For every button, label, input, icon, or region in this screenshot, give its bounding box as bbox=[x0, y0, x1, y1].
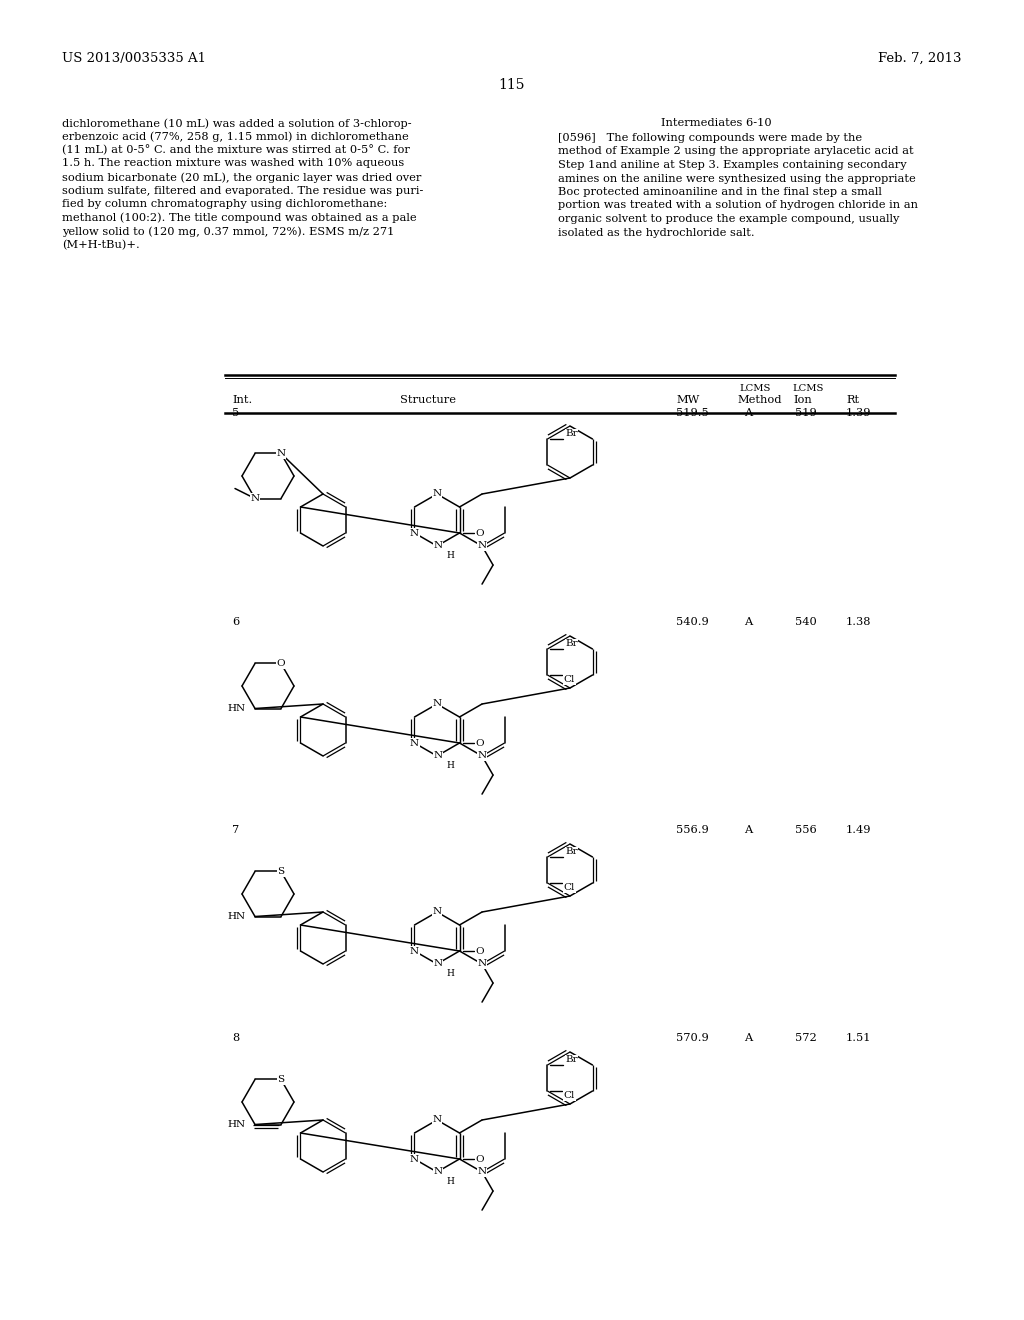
Text: HN: HN bbox=[228, 912, 246, 921]
Text: 556.9: 556.9 bbox=[676, 825, 709, 836]
Text: Int.: Int. bbox=[232, 395, 252, 405]
Text: yellow solid to (120 mg, 0.37 mmol, 72%). ESMS m/z 271: yellow solid to (120 mg, 0.37 mmol, 72%)… bbox=[62, 226, 394, 236]
Text: 5: 5 bbox=[232, 408, 240, 418]
Text: A: A bbox=[744, 408, 753, 418]
Text: MW: MW bbox=[676, 395, 699, 405]
Text: 1.51: 1.51 bbox=[846, 1034, 871, 1043]
Text: Cl: Cl bbox=[564, 883, 575, 892]
Text: isolated as the hydrochloride salt.: isolated as the hydrochloride salt. bbox=[558, 227, 755, 238]
Text: 7: 7 bbox=[232, 825, 240, 836]
Text: portion was treated with a solution of hydrogen chloride in an: portion was treated with a solution of h… bbox=[558, 201, 918, 210]
Text: Boc protected aminoaniline and in the final step a small: Boc protected aminoaniline and in the fi… bbox=[558, 187, 882, 197]
Text: H: H bbox=[446, 969, 454, 978]
Text: Feb. 7, 2013: Feb. 7, 2013 bbox=[879, 51, 962, 65]
Text: fied by column chromatography using dichloromethane:: fied by column chromatography using dich… bbox=[62, 199, 387, 209]
Text: 572: 572 bbox=[795, 1034, 817, 1043]
Text: (M+H-tBu)+.: (M+H-tBu)+. bbox=[62, 239, 139, 249]
Text: A: A bbox=[744, 1034, 753, 1043]
Text: N: N bbox=[477, 1167, 486, 1176]
Text: S: S bbox=[278, 1074, 285, 1084]
Text: 570.9: 570.9 bbox=[676, 1034, 709, 1043]
Text: O: O bbox=[475, 738, 483, 747]
Text: Method: Method bbox=[737, 395, 781, 405]
Text: HN: HN bbox=[228, 1119, 246, 1129]
Text: Br: Br bbox=[565, 639, 578, 648]
Text: N: N bbox=[432, 700, 441, 709]
Text: (11 mL) at 0-5° C. and the mixture was stirred at 0-5° C. for: (11 mL) at 0-5° C. and the mixture was s… bbox=[62, 145, 410, 156]
Text: 115: 115 bbox=[499, 78, 525, 92]
Text: O: O bbox=[475, 946, 483, 956]
Text: sodium sulfate, filtered and evaporated. The residue was puri-: sodium sulfate, filtered and evaporated.… bbox=[62, 186, 423, 195]
Text: 1.39: 1.39 bbox=[846, 408, 871, 418]
Text: N: N bbox=[251, 494, 259, 503]
Text: 1.38: 1.38 bbox=[846, 616, 871, 627]
Text: Br: Br bbox=[565, 1056, 578, 1064]
Text: N: N bbox=[432, 908, 441, 916]
Text: N: N bbox=[477, 541, 486, 550]
Text: 556: 556 bbox=[795, 825, 817, 836]
Text: 8: 8 bbox=[232, 1034, 240, 1043]
Text: N: N bbox=[410, 528, 419, 537]
Text: 6: 6 bbox=[232, 616, 240, 627]
Text: methanol (100:2). The title compound was obtained as a pale: methanol (100:2). The title compound was… bbox=[62, 213, 417, 223]
Text: 1.49: 1.49 bbox=[846, 825, 871, 836]
Text: O: O bbox=[475, 1155, 483, 1163]
Text: N: N bbox=[433, 960, 442, 969]
Text: sodium bicarbonate (20 mL), the organic layer was dried over: sodium bicarbonate (20 mL), the organic … bbox=[62, 172, 421, 182]
Text: US 2013/0035335 A1: US 2013/0035335 A1 bbox=[62, 51, 206, 65]
Text: organic solvent to produce the example compound, usually: organic solvent to produce the example c… bbox=[558, 214, 899, 224]
Text: 519: 519 bbox=[795, 408, 817, 418]
Text: N: N bbox=[433, 1167, 442, 1176]
Text: H: H bbox=[446, 1177, 454, 1185]
Text: O: O bbox=[475, 528, 483, 537]
Text: 1.5 h. The reaction mixture was washed with 10% aqueous: 1.5 h. The reaction mixture was washed w… bbox=[62, 158, 404, 169]
Text: H: H bbox=[446, 762, 454, 770]
Text: erbenzoic acid (77%, 258 g, 1.15 mmol) in dichloromethane: erbenzoic acid (77%, 258 g, 1.15 mmol) i… bbox=[62, 132, 409, 143]
Text: dichloromethane (10 mL) was added a solution of 3-chlorop-: dichloromethane (10 mL) was added a solu… bbox=[62, 117, 412, 128]
Text: O: O bbox=[237, 1119, 246, 1129]
Text: S: S bbox=[278, 867, 285, 876]
Text: N: N bbox=[433, 751, 442, 760]
Text: N: N bbox=[477, 751, 486, 760]
Text: A: A bbox=[744, 825, 753, 836]
Text: N: N bbox=[432, 1115, 441, 1125]
Text: N: N bbox=[410, 738, 419, 747]
Text: N: N bbox=[432, 490, 441, 499]
Text: 540: 540 bbox=[795, 616, 817, 627]
Text: Ion: Ion bbox=[793, 395, 812, 405]
Text: N: N bbox=[433, 541, 442, 550]
Text: N: N bbox=[410, 946, 419, 956]
Text: Cl: Cl bbox=[564, 676, 575, 685]
Text: Br: Br bbox=[565, 429, 578, 438]
Text: N: N bbox=[477, 960, 486, 969]
Text: Intermediates 6-10: Intermediates 6-10 bbox=[660, 117, 771, 128]
Text: method of Example 2 using the appropriate arylacetic acid at: method of Example 2 using the appropriat… bbox=[558, 147, 913, 157]
Text: Rt: Rt bbox=[846, 395, 859, 405]
Text: LCMS: LCMS bbox=[792, 384, 823, 393]
Text: 540.9: 540.9 bbox=[676, 616, 709, 627]
Text: Step 1and aniline at Step 3. Examples containing secondary: Step 1and aniline at Step 3. Examples co… bbox=[558, 160, 906, 170]
Text: H: H bbox=[446, 550, 454, 560]
Text: A: A bbox=[744, 616, 753, 627]
Text: amines on the aniline were synthesized using the appropriate: amines on the aniline were synthesized u… bbox=[558, 173, 915, 183]
Text: N: N bbox=[410, 1155, 419, 1163]
Text: Structure: Structure bbox=[400, 395, 456, 405]
Text: N: N bbox=[276, 449, 286, 458]
Text: O: O bbox=[276, 659, 286, 668]
Text: 519.5: 519.5 bbox=[676, 408, 709, 418]
Text: LCMS: LCMS bbox=[739, 384, 770, 393]
Text: Cl: Cl bbox=[564, 1092, 575, 1101]
Text: HN: HN bbox=[228, 704, 246, 713]
Text: Br: Br bbox=[565, 847, 578, 857]
Text: [0596]   The following compounds were made by the: [0596] The following compounds were made… bbox=[558, 133, 862, 143]
